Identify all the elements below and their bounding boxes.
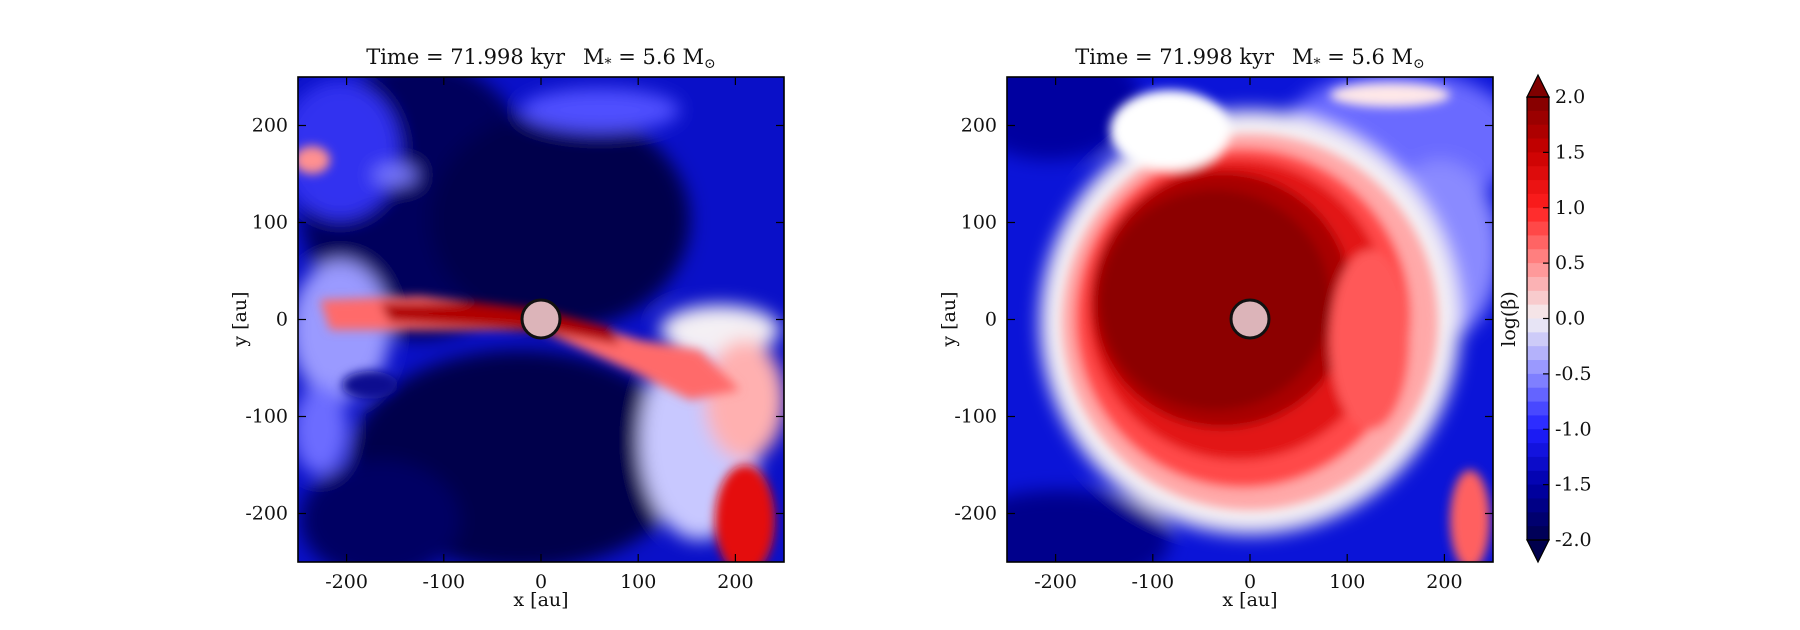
left-xtick-label: -200 <box>325 571 368 593</box>
colorbar-band <box>1527 470 1549 486</box>
left-xtick-label: 200 <box>717 571 753 593</box>
colorbar-label: log(β) <box>1498 291 1520 347</box>
colorbar-extend-min <box>1526 539 1550 564</box>
colorbar-band <box>1527 221 1549 237</box>
colorbar-band <box>1527 429 1549 444</box>
colorbar-band <box>1527 387 1549 403</box>
colorbar-band <box>1527 235 1549 250</box>
colorbar-band <box>1527 138 1549 153</box>
left-panel: Time = 71.998 kyr M* = 5.6 M⊙ <box>229 45 785 611</box>
colorbar: 2.0 1.5 1.0 0.5 0.0 -0.5 -1.0 -1.5 -2.0 log(β) <box>1498 73 1592 564</box>
colorbar-tick-label: 0.5 <box>1555 252 1585 274</box>
colorbar-band <box>1527 512 1549 527</box>
colorbar-band <box>1527 97 1549 112</box>
colorbar-band <box>1527 332 1549 347</box>
right-ylabel: y [au] <box>938 291 960 347</box>
colorbar-tick-label: 2.0 <box>1555 86 1585 108</box>
right-tick-group: -200 -100 0 100 200 -200 -100 0 100 200 <box>954 77 1493 593</box>
colorbar-tick-label: -1.5 <box>1555 474 1592 496</box>
colorbar-tick-label: -1.0 <box>1555 418 1592 440</box>
right-ytick-label: 200 <box>961 115 997 137</box>
right-central-star <box>1229 298 1271 340</box>
colorbar-extend-max <box>1526 73 1550 98</box>
colorbar-band <box>1527 373 1549 389</box>
colorbar-tick-label: 0.0 <box>1555 308 1585 330</box>
right-ytick-label: -100 <box>954 406 997 428</box>
colorbar-tick-group: 2.0 1.5 1.0 0.5 0.0 -0.5 -1.0 -1.5 -2.0 <box>1543 86 1592 551</box>
left-ytick-label: 0 <box>276 309 288 331</box>
colorbar-band <box>1527 263 1549 278</box>
right-panel: Time = 71.998 kyr M* = 5.6 M⊙ <box>938 45 1494 611</box>
left-panel-title: Time = 71.998 kyr M* = 5.6 M⊙ <box>366 45 716 72</box>
colorbar-band <box>1527 124 1549 140</box>
left-xtick-label: 100 <box>620 571 656 593</box>
right-ytick-label: -200 <box>954 503 997 525</box>
colorbar-band <box>1527 443 1549 458</box>
colorbar-band <box>1527 193 1549 209</box>
colorbar-band <box>1527 415 1549 430</box>
colorbar-tick-label: 1.5 <box>1555 141 1585 163</box>
left-xlabel: x [au] <box>513 589 568 611</box>
colorbar-band <box>1527 180 1549 195</box>
right-panel-title: Time = 71.998 kyr M* = 5.6 M⊙ <box>1075 45 1425 72</box>
right-xtick-label: -200 <box>1034 571 1077 593</box>
right-heatmap <box>1007 77 1493 562</box>
right-ytick-label: 100 <box>961 212 997 234</box>
left-ytick-label: 200 <box>252 115 288 137</box>
colorbar-band <box>1527 360 1549 375</box>
colorbar-band <box>1527 346 1549 361</box>
colorbar-band <box>1527 401 1549 417</box>
colorbar-band <box>1527 318 1549 333</box>
left-xtick-label: 0 <box>535 571 547 593</box>
left-xtick-label: -100 <box>422 571 465 593</box>
right-ytick-label: 0 <box>985 309 997 331</box>
colorbar-band <box>1527 207 1549 223</box>
colorbar-band <box>1527 290 1549 306</box>
colorbar-band <box>1527 249 1549 264</box>
colorbar-tick-label: -0.5 <box>1555 363 1592 385</box>
right-xtick-label: 0 <box>1244 571 1256 593</box>
left-ytick-label: -100 <box>245 406 288 428</box>
left-ylabel: y [au] <box>229 291 251 347</box>
left-ytick-label: 100 <box>252 212 288 234</box>
colorbar-bands <box>1527 97 1549 541</box>
colorbar-band <box>1527 166 1549 181</box>
right-xtick-label: 200 <box>1426 571 1462 593</box>
colorbar-band <box>1527 484 1549 500</box>
colorbar-tick-label: 1.0 <box>1555 197 1585 219</box>
colorbar-band <box>1527 276 1549 292</box>
colorbar-band <box>1527 456 1549 472</box>
left-heatmap <box>298 77 784 562</box>
right-xtick-label: -100 <box>1131 571 1174 593</box>
left-central-star <box>520 298 562 340</box>
colorbar-band <box>1527 110 1549 126</box>
left-ytick-label: -200 <box>245 503 288 525</box>
colorbar-band <box>1527 152 1549 167</box>
left-tick-group: -200 -100 0 100 200 -200 -100 0 100 200 <box>245 77 784 593</box>
right-xtick-label: 100 <box>1329 571 1365 593</box>
right-xlabel: x [au] <box>1222 589 1277 611</box>
colorbar-tick-label: -2.0 <box>1555 529 1592 551</box>
colorbar-band <box>1527 304 1549 320</box>
colorbar-band <box>1527 526 1549 541</box>
colorbar-band <box>1527 498 1549 513</box>
